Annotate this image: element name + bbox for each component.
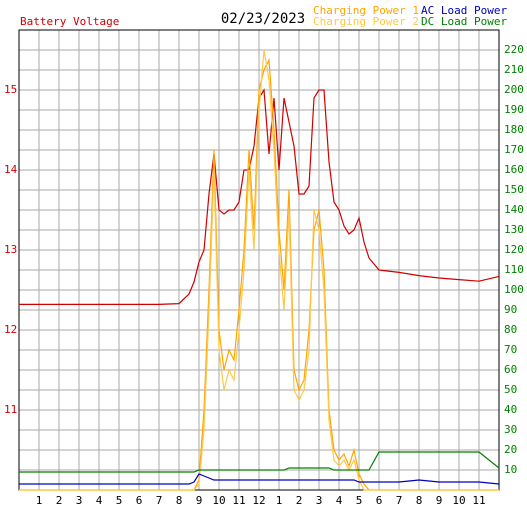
x-tick-label: 7 [396,494,403,507]
x-tick-label: 1 [36,494,43,507]
data-line [19,49,499,491]
x-tick-label: 8 [176,494,183,507]
x-tick-label: 4 [336,494,343,507]
y2-tick-label: 80 [504,323,517,336]
plot-border [18,29,500,491]
x-tick-label: 7 [156,494,163,507]
x-tick-label: 3 [76,494,83,507]
legend-entry: AC Load Power [421,4,507,17]
y2-tick-label: 200 [504,83,524,96]
x-tick-label: 8 [416,494,423,507]
legend-entry: Charging Power 1 [313,4,419,17]
x-tick-label: 11 [472,494,485,507]
y-tick-label: 13 [4,243,17,256]
y-tick-label: 11 [4,403,17,416]
data-line [19,473,500,485]
y2-tick-label: 170 [504,143,524,156]
y2-tick-label: 90 [504,303,517,316]
y2-tick-label: 180 [504,123,524,136]
data-line [19,88,500,305]
x-tick-label: 6 [376,494,383,507]
y2-tick-label: 140 [504,203,524,216]
y2-tick-label: 150 [504,183,524,196]
x-tick-label: 5 [356,494,363,507]
legend-entry: DC Load Power [421,15,507,28]
y2-tick-label: 120 [504,243,524,256]
legend-entry: Battery Voltage [20,15,119,28]
y2-tick-label: 50 [504,383,517,396]
x-tick-label: 2 [296,494,303,507]
x-tick-label: 6 [136,494,143,507]
y2-tick-label: 40 [504,403,517,416]
y-tick-label: 15 [4,83,17,96]
y-tick-label: 12 [4,323,17,336]
x-tick-label: 9 [196,494,203,507]
y2-tick-label: 190 [504,103,524,116]
x-tick-label: 4 [96,494,103,507]
x-tick-label: 1 [276,494,283,507]
legend-entry: Charging Power 2 [313,15,419,28]
x-tick-label: 11 [232,494,245,507]
y2-tick-label: 20 [504,443,517,456]
y2-tick-label: 10 [504,463,517,476]
data-line [19,451,500,473]
x-tick-label: 2 [56,494,63,507]
x-tick-label: 10 [212,494,225,507]
y2-tick-label: 60 [504,363,517,376]
y2-tick-label: 30 [504,423,517,436]
y2-tick-label: 130 [504,223,524,236]
y2-tick-label: 210 [504,63,524,76]
x-tick-label: 9 [436,494,443,507]
y2-tick-label: 110 [504,263,524,276]
x-tick-label: 10 [452,494,465,507]
y2-tick-label: 220 [504,43,524,56]
y2-tick-label: 160 [504,163,524,176]
y2-tick-label: 100 [504,283,524,296]
chart-title: 02/23/2023 [221,11,305,27]
x-tick-label: 5 [116,494,123,507]
y-tick-label: 14 [4,163,18,176]
x-tick-label: 3 [316,494,323,507]
y2-tick-label: 70 [504,343,517,356]
x-tick-label: 12 [252,494,265,507]
